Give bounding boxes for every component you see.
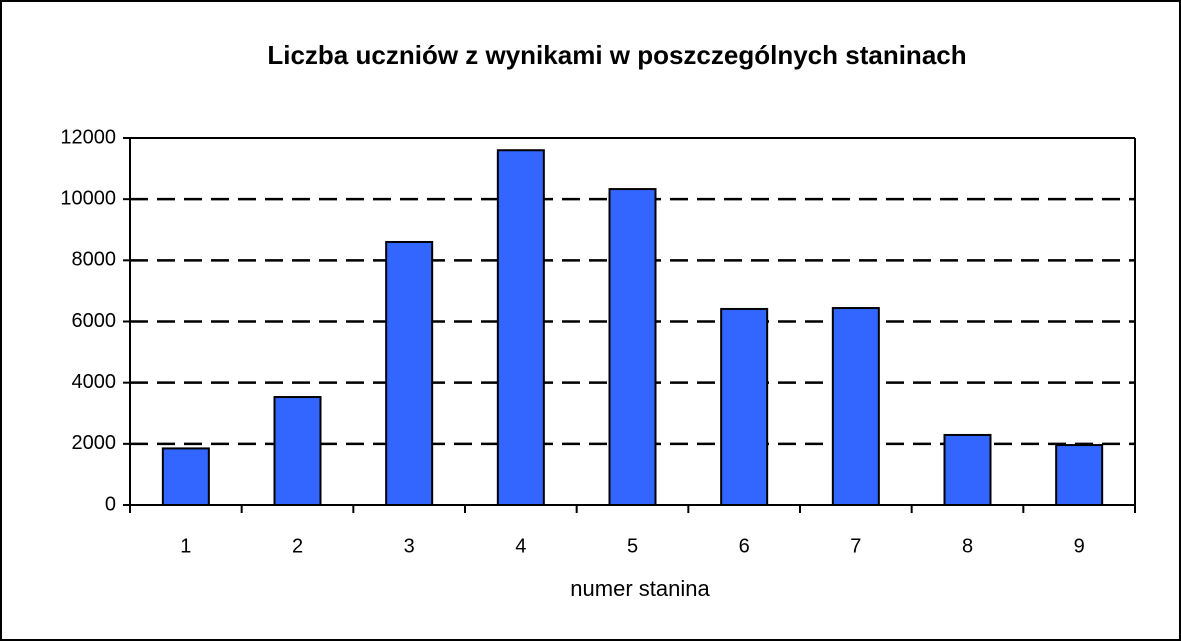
bar [1055,444,1104,507]
x-tick-label: 3 [404,535,415,557]
x-tick-label: 9 [1074,535,1085,557]
x-tick-label: 7 [850,535,861,557]
bar [161,447,210,507]
x-tick-label: 5 [627,535,638,557]
bar [385,240,434,506]
x-tick-label: 4 [515,535,526,557]
y-tick-label: 8000 [72,249,117,271]
x-tick-label: 6 [739,535,750,557]
bar [608,188,657,507]
x-axis-title: numer stanina [570,576,710,601]
bar [273,396,322,506]
y-tick-label: 0 [105,493,116,515]
bar [496,149,545,506]
x-tick-label: 2 [292,535,303,557]
y-tick-label: 6000 [72,310,117,332]
y-tick-label: 12000 [60,126,116,148]
bar [943,433,992,507]
x-tick-label: 8 [962,535,973,557]
x-tick-label: 1 [180,535,191,557]
y-tick-label: 10000 [60,187,116,209]
bar [831,307,880,506]
bar [720,307,769,507]
chart-title: Liczba uczniów z wynikami w poszczególny… [267,40,966,70]
y-tick-label: 2000 [72,432,117,454]
y-tick-label: 4000 [72,371,117,393]
